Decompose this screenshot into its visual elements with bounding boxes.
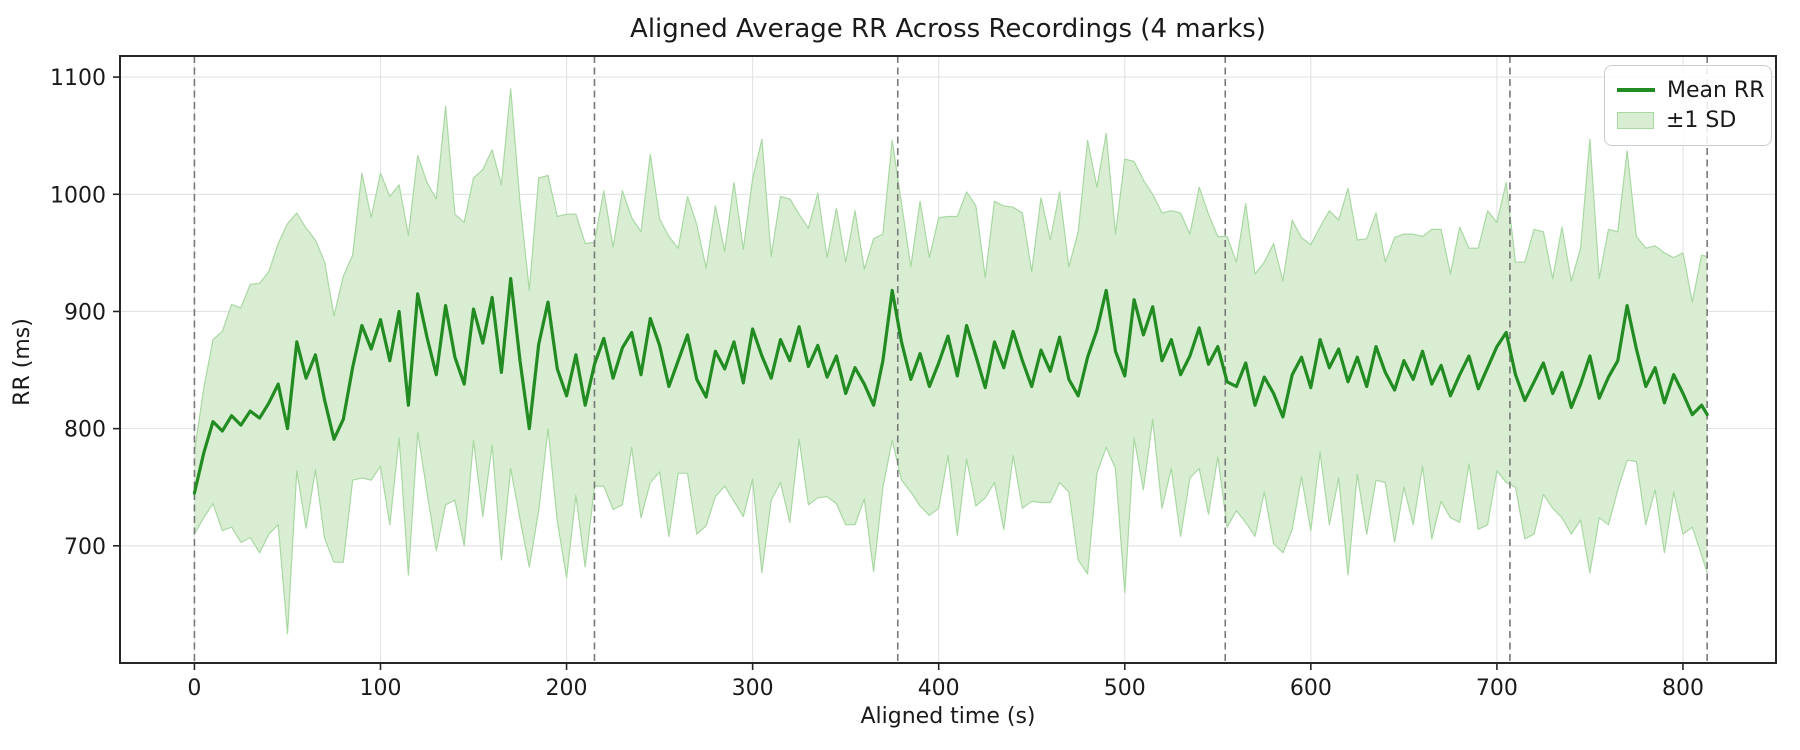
- sd-band-lower-edge: [193, 418, 1708, 635]
- legend-item-mean-rr: Mean RR: [1617, 75, 1765, 105]
- y-tick-label: 1100: [50, 66, 106, 91]
- sd-band-upper-edge: [193, 88, 1708, 453]
- sd-band: [194, 88, 1708, 634]
- y-tick-label: 800: [64, 418, 106, 443]
- y-axis-label: RR (ms): [10, 318, 35, 406]
- x-tick-label: 400: [918, 676, 960, 701]
- x-tick-label: 300: [732, 676, 774, 701]
- axes-frame: [119, 55, 1777, 664]
- legend-item-sd-band: ±1 SD: [1617, 105, 1759, 135]
- legend-line-swatch: [1617, 88, 1655, 92]
- mean-rr-line: [192, 277, 1709, 495]
- legend-label-mean-rr: Mean RR: [1667, 77, 1765, 103]
- y-tick-label: 1000: [50, 183, 106, 208]
- x-tick-label: 200: [546, 676, 588, 701]
- x-tick-label: 700: [1476, 676, 1518, 701]
- legend: Mean RR ±1 SD: [1604, 65, 1772, 146]
- x-axis-label: Aligned time (s): [860, 704, 1036, 729]
- y-tick-label: 900: [64, 300, 106, 325]
- x-tick-label: 100: [359, 676, 401, 701]
- y-tick-label: 700: [64, 535, 106, 560]
- legend-label-sd-band: ±1 SD: [1666, 107, 1737, 133]
- x-tick-label: 600: [1290, 676, 1332, 701]
- legend-patch-swatch: [1617, 111, 1654, 129]
- chart-title: Aligned Average RR Across Recordings (4 …: [630, 14, 1266, 44]
- x-tick-label: 500: [1104, 676, 1146, 701]
- x-tick-label: 0: [187, 676, 201, 701]
- x-tick-label: 800: [1662, 676, 1704, 701]
